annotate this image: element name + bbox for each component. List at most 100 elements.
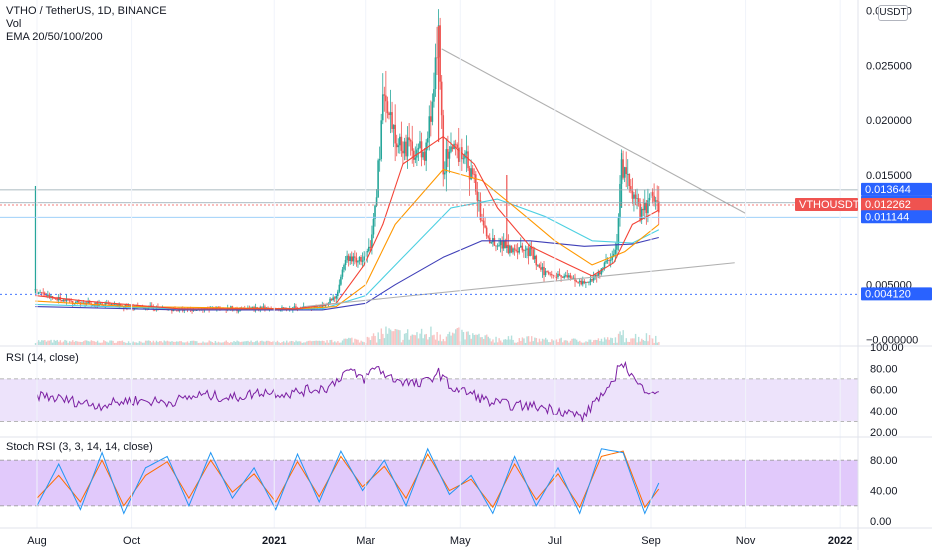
volume-bar — [627, 341, 629, 345]
rsi-panel[interactable] — [0, 360, 858, 423]
volume-bar — [321, 340, 324, 345]
volume-bar — [287, 342, 289, 345]
volume-bar — [464, 339, 466, 345]
candle-body — [657, 201, 660, 213]
candle-body — [462, 158, 465, 160]
level-badge-bg — [861, 287, 932, 301]
stoch-rsi-panel[interactable] — [0, 447, 858, 515]
volume-bar — [424, 334, 426, 345]
candle-body — [74, 301, 77, 304]
volume-bar — [313, 340, 316, 345]
candle-body — [101, 303, 103, 305]
volume-bar — [369, 340, 372, 345]
rsi-legend: RSI (14, close) — [6, 352, 79, 364]
candle-body — [53, 297, 55, 299]
volume-bar — [217, 341, 220, 345]
candle-body — [495, 245, 497, 247]
stoch-k-line — [36, 447, 660, 515]
candle-body — [625, 167, 627, 174]
volume-bar — [630, 338, 632, 345]
rsi-tick-label: 20.00 — [870, 427, 898, 439]
candle-body — [524, 249, 527, 251]
volume-bar — [341, 340, 344, 345]
candle-body — [543, 266, 545, 276]
currency-button[interactable]: USDT — [878, 5, 908, 21]
candle-body — [485, 227, 488, 237]
volume-bar — [403, 333, 406, 345]
volume-bar — [265, 340, 268, 345]
candle-body — [448, 151, 451, 159]
volume-bar — [549, 342, 552, 345]
volume-bar — [89, 341, 91, 345]
candle-body — [340, 276, 342, 285]
candle-body — [136, 305, 139, 307]
candle-body — [425, 142, 427, 161]
volume-bar — [427, 339, 429, 345]
volume-bar — [372, 333, 375, 345]
volume-bar — [562, 342, 564, 345]
volume-bar — [214, 340, 217, 345]
candle-body — [368, 246, 370, 252]
rsi-tick-label: 100.00 — [870, 342, 904, 354]
volume-bar — [436, 332, 438, 345]
candle-body — [496, 245, 499, 247]
candle-body — [450, 146, 452, 152]
volume-bar — [210, 341, 212, 345]
volume-bar — [41, 340, 43, 345]
candle-body — [48, 294, 51, 298]
volume-bar — [523, 338, 525, 345]
volume-bar — [99, 342, 102, 345]
volume-bar — [171, 341, 173, 345]
volume-bar — [428, 337, 431, 345]
volume-bar — [168, 341, 170, 345]
candle-body — [112, 304, 114, 305]
candle-body — [332, 297, 334, 301]
candle-body — [575, 281, 578, 283]
volume-bar — [610, 337, 612, 345]
candle-body — [445, 149, 448, 173]
candle-body — [338, 284, 341, 292]
volume-bar — [422, 338, 424, 345]
volume-bar — [225, 340, 227, 345]
candle-body — [336, 291, 339, 296]
chart-title: VTHO / TetherUS, 1D, BINANCE — [6, 5, 167, 17]
volume-bar — [242, 341, 245, 345]
volume-bar — [614, 337, 617, 345]
volume-bar — [478, 333, 480, 345]
volume-bar — [304, 342, 307, 345]
candle-body — [470, 168, 472, 180]
volume-bar — [500, 340, 502, 345]
volume-bar — [577, 341, 579, 345]
candle-body — [518, 247, 521, 253]
candle-body — [262, 306, 265, 308]
volume-bar — [182, 342, 184, 345]
candle-body — [546, 271, 548, 273]
volume-bar — [160, 341, 162, 345]
volume-bar — [563, 340, 565, 345]
candle-body — [313, 306, 316, 308]
volume-bar — [425, 333, 427, 345]
candle-body — [68, 300, 71, 301]
volume-bar — [513, 342, 516, 345]
volume-bar — [394, 329, 396, 345]
candle-body — [315, 306, 317, 308]
volume-bar — [430, 326, 432, 345]
price-panel[interactable] — [0, 9, 858, 345]
candle-body — [492, 238, 494, 243]
volume-bar — [597, 338, 600, 345]
volume-bar — [161, 342, 164, 345]
candle-body — [426, 138, 429, 143]
volume-bar — [317, 340, 319, 345]
volume-bar — [410, 335, 412, 345]
volume-bar — [245, 341, 248, 345]
volume-bar — [526, 336, 528, 345]
volume-bar — [594, 339, 596, 345]
candle-body — [637, 198, 640, 204]
volume-bar — [191, 340, 193, 345]
candle-body — [634, 194, 637, 199]
volume-bar — [613, 342, 615, 345]
volume-bar — [504, 339, 507, 345]
candle-body — [347, 255, 350, 261]
